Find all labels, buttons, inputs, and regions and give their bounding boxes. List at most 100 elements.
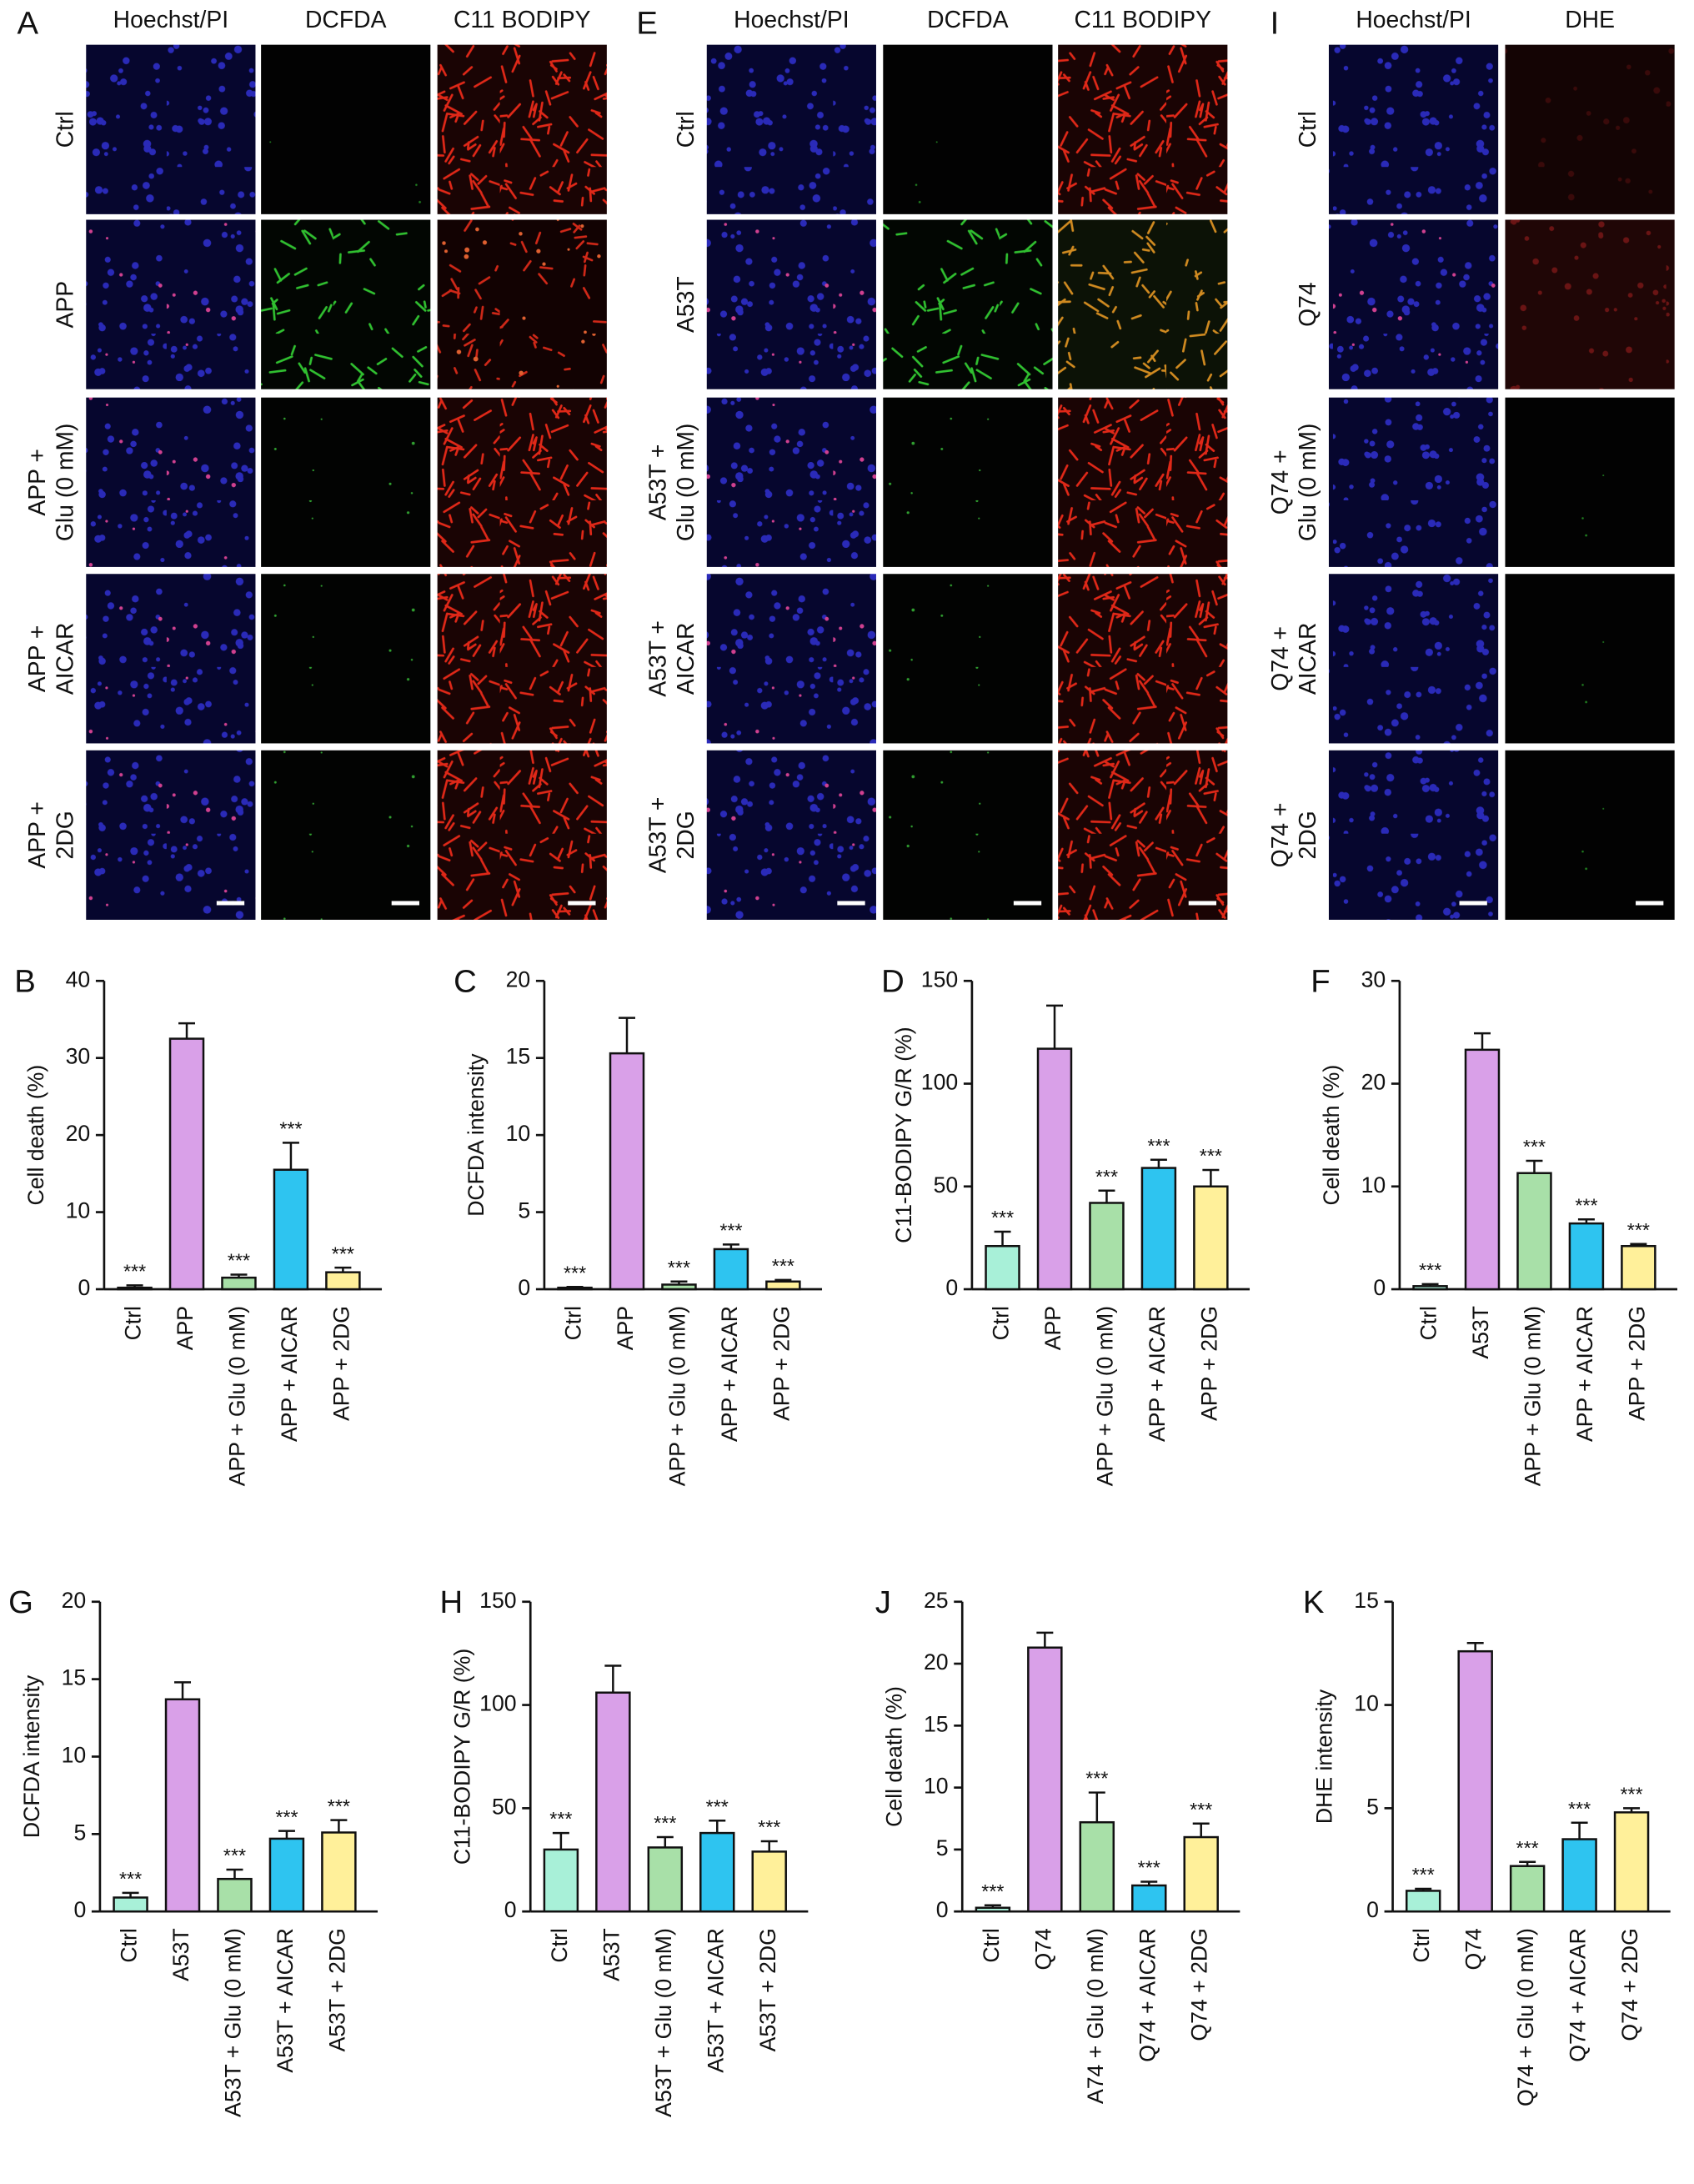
bar bbox=[1036, 1047, 1073, 1291]
y-axis-label: DCFDA intensity bbox=[464, 1053, 489, 1217]
y-tick-label: 0 bbox=[78, 1275, 90, 1300]
x-tick-label: A53T + AICAR bbox=[273, 1928, 298, 2072]
x-tick-label: A53T + AICAR bbox=[703, 1928, 728, 2072]
y-tick-label: 30 bbox=[66, 1044, 91, 1069]
micrograph bbox=[706, 44, 876, 214]
bar bbox=[1464, 1048, 1501, 1291]
significance: *** bbox=[772, 1255, 794, 1277]
y-tick-label: 150 bbox=[479, 1588, 516, 1613]
row-label: APP + bbox=[23, 801, 50, 868]
bar bbox=[557, 1286, 593, 1291]
row-label: Q74 bbox=[1294, 282, 1321, 327]
significance: *** bbox=[1095, 1166, 1118, 1187]
panel-letter: E bbox=[636, 5, 658, 41]
micrograph bbox=[1058, 750, 1228, 920]
significance: *** bbox=[1412, 1864, 1435, 1885]
bar bbox=[1412, 1285, 1448, 1291]
bar bbox=[1621, 1244, 1656, 1291]
micrograph bbox=[86, 750, 256, 920]
micrograph bbox=[1505, 44, 1675, 214]
micrograph bbox=[1328, 574, 1499, 744]
bar bbox=[1568, 1222, 1605, 1291]
x-tick-label: A74 + Glu (0 mM) bbox=[1083, 1928, 1108, 2104]
panel-letter: G bbox=[8, 1584, 33, 1620]
significance: *** bbox=[1190, 1799, 1212, 1820]
row-label: Ctrl bbox=[672, 111, 699, 148]
x-tick-label: APP + 2DG bbox=[1196, 1306, 1221, 1421]
column-header: Hoechst/PI bbox=[1356, 6, 1471, 33]
significance: *** bbox=[1627, 1219, 1650, 1241]
x-tick-label: APP + Glu (0 mM) bbox=[664, 1306, 689, 1486]
x-tick-label: APP + Glu (0 mM) bbox=[1092, 1306, 1117, 1486]
bar bbox=[985, 1244, 1020, 1291]
significance: *** bbox=[654, 1812, 676, 1834]
x-tick-label: Ctrl bbox=[989, 1306, 1014, 1340]
bar bbox=[1509, 1865, 1546, 1913]
panel-letter: C bbox=[454, 964, 477, 1000]
micrograph bbox=[883, 574, 1053, 744]
y-tick-label: 10 bbox=[62, 1743, 87, 1768]
column-header: DHE bbox=[1565, 6, 1615, 33]
bar bbox=[765, 1280, 801, 1291]
micrograph bbox=[1505, 397, 1675, 567]
micrograph bbox=[261, 574, 431, 744]
micrograph bbox=[1328, 397, 1499, 567]
micrograph bbox=[883, 750, 1053, 920]
panel-letter: D bbox=[881, 964, 905, 1000]
significance: *** bbox=[668, 1257, 690, 1278]
x-tick-label: APP + 2DG bbox=[769, 1306, 794, 1421]
y-tick-label: 10 bbox=[66, 1198, 91, 1223]
x-tick-label: Ctrl bbox=[561, 1306, 586, 1340]
y-tick-label: 50 bbox=[492, 1794, 517, 1819]
significance: *** bbox=[123, 1261, 146, 1283]
panel-letter: K bbox=[1303, 1584, 1325, 1620]
y-tick-label: 15 bbox=[62, 1665, 87, 1690]
micrograph bbox=[706, 219, 876, 389]
y-tick-label: 0 bbox=[1366, 1897, 1379, 1922]
significance: *** bbox=[981, 1880, 1004, 1902]
x-tick-label: APP + 2DG bbox=[1624, 1306, 1649, 1421]
micrograph bbox=[706, 750, 876, 920]
y-tick-label: 10 bbox=[924, 1774, 949, 1799]
bar bbox=[751, 1850, 787, 1913]
y-tick-label: 20 bbox=[1361, 1070, 1386, 1095]
panel-letter: F bbox=[1311, 964, 1330, 1000]
x-tick-label: Ctrl bbox=[117, 1928, 142, 1962]
bar bbox=[1516, 1172, 1552, 1291]
y-tick-label: 0 bbox=[504, 1897, 517, 1922]
x-tick-label: A53T bbox=[168, 1928, 193, 1981]
micrograph bbox=[261, 219, 431, 389]
x-tick-label: APP + Glu (0 mM) bbox=[1520, 1306, 1545, 1486]
x-tick-label: A53T + Glu (0 mM) bbox=[651, 1928, 676, 2117]
y-tick-label: 20 bbox=[924, 1649, 949, 1674]
y-tick-label: 5 bbox=[936, 1835, 949, 1860]
y-tick-label: 5 bbox=[73, 1820, 86, 1845]
x-tick-label: APP bbox=[173, 1306, 198, 1350]
x-tick-label: A53T bbox=[599, 1928, 624, 1981]
micrograph bbox=[437, 574, 607, 744]
x-tick-label: Q74 + AICAR bbox=[1566, 1928, 1591, 2062]
bar bbox=[713, 1248, 749, 1291]
x-tick-label: APP + AICAR bbox=[717, 1306, 742, 1442]
x-tick-label: Q74 + AICAR bbox=[1135, 1928, 1160, 2062]
row-label: AICAR bbox=[1294, 623, 1321, 695]
x-tick-label: APP bbox=[1040, 1306, 1065, 1350]
micrograph bbox=[883, 44, 1053, 214]
x-tick-label: Ctrl bbox=[547, 1928, 572, 1962]
row-label: APP + bbox=[23, 625, 50, 693]
column-header: Hoechst/PI bbox=[734, 6, 849, 33]
significance: *** bbox=[279, 1118, 302, 1140]
x-tick-label: Ctrl bbox=[1409, 1928, 1434, 1962]
significance: *** bbox=[275, 1806, 298, 1828]
y-axis-label: Cell death (%) bbox=[23, 1065, 48, 1206]
bar bbox=[113, 1896, 148, 1913]
significance: *** bbox=[328, 1795, 350, 1817]
y-tick-label: 15 bbox=[1354, 1588, 1379, 1613]
y-tick-label: 10 bbox=[506, 1121, 531, 1146]
significance: *** bbox=[564, 1262, 586, 1283]
bar bbox=[164, 1698, 201, 1913]
significance: *** bbox=[119, 1868, 142, 1890]
y-tick-label: 15 bbox=[506, 1044, 531, 1069]
significance: *** bbox=[991, 1207, 1014, 1228]
